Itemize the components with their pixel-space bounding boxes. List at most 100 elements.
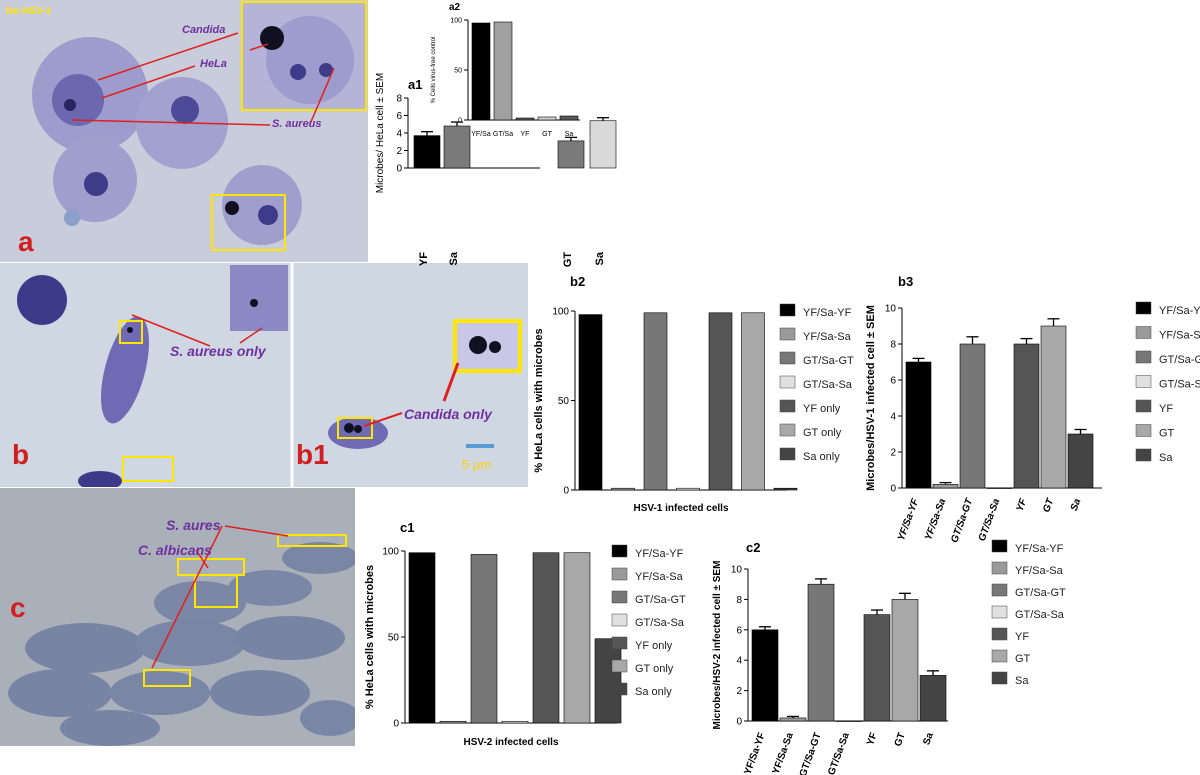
legend-label-c2: GT/Sa-GT <box>1015 587 1066 599</box>
micrograph-a-image <box>0 0 368 262</box>
legend-swatch-b3 <box>1135 350 1152 364</box>
legend-label-c1: GT/Sa-Sa <box>635 617 685 629</box>
legend-swatch-b2 <box>779 327 796 341</box>
y-tick-label: 100 <box>450 17 462 24</box>
bar-b2-5 <box>741 312 765 491</box>
legend-swatch-c2 <box>991 605 1008 619</box>
legend-label-b2: YF/Sa-YF <box>803 307 852 319</box>
bar-b3-2 <box>959 343 986 489</box>
legend-label-b3: YF/Sa-Sa <box>1159 330 1200 342</box>
chart-c2: c2 0 2 4 6 8 10 Microbes/HSV-2 infected cell ± … <box>712 539 1066 775</box>
bar-b2-6 <box>773 487 798 491</box>
x-tick-label-a1: Sa <box>594 251 606 265</box>
chart-title-a2: a2 <box>449 2 461 13</box>
legend-swatch-c2 <box>991 561 1008 575</box>
x-tick-label-a2: Sa <box>565 131 574 138</box>
legend-swatch-b3 <box>1135 448 1152 462</box>
x-tick-label-a1: Sa <box>448 251 460 265</box>
bar-a1-0 <box>413 135 441 169</box>
y-tick-label: 0 <box>736 717 742 728</box>
x-tick-label-b3: YF/Sa-YF <box>896 496 922 542</box>
y-tick-label: 100 <box>552 307 569 318</box>
micrograph-a-corner-text: No HSV-1 <box>6 6 52 17</box>
legend-label-b3: GT/Sa-Sa <box>1159 379 1200 391</box>
y-tick-label: 2 <box>890 448 896 459</box>
bar-c1-4 <box>532 552 560 724</box>
y-tick-label: 0 <box>393 719 399 730</box>
y-tick-label: 6 <box>736 625 742 636</box>
bar-a2-0 <box>471 22 491 121</box>
x-tick-label-c2: Sa <box>921 731 936 747</box>
legend-label-b2: GT/Sa-GT <box>803 355 854 367</box>
legend-swatch-c1 <box>611 682 628 696</box>
bar-b3-0 <box>905 361 932 489</box>
y-tick-label: 6 <box>396 111 402 122</box>
x-axis-label-b2: HSV-1 infected cells <box>633 503 728 514</box>
x-tick-label-c2: YF/Sa-YF <box>742 731 767 775</box>
y-tick-label: 0 <box>563 486 569 497</box>
bar-c1-1 <box>439 720 467 724</box>
y-axis-label-a2: % Cells virus-free control <box>431 37 437 104</box>
bar-a1-1 <box>443 125 471 169</box>
y-tick-label: 4 <box>396 129 402 140</box>
legend-label-c2: YF/Sa-YF <box>1015 543 1064 555</box>
legend-swatch-c1 <box>611 567 628 581</box>
y-tick-label: 0 <box>458 117 462 124</box>
bar-a2-1 <box>493 21 513 121</box>
legend-label-c2: YF <box>1015 631 1029 643</box>
label-s-aures: S. aures <box>166 517 221 533</box>
bar-a2-2 <box>515 117 535 121</box>
legend-swatch-c2 <box>991 583 1008 597</box>
legend-label-c2: GT <box>1015 653 1031 665</box>
bar-a1-2 <box>557 140 585 169</box>
y-axis-label-c1: % HeLa cells with microbes <box>364 565 376 709</box>
x-tick-label-c2: YF <box>865 731 880 747</box>
y-axis-label-b3: Microbes/HSV-1 infected cell ± SEM <box>865 305 877 491</box>
chart-title-b2: b2 <box>570 274 585 289</box>
chart-title-c2: c2 <box>746 540 760 555</box>
legend-swatch-b3 <box>1135 399 1152 413</box>
y-tick-label: 8 <box>736 595 742 606</box>
legend-label-b3: YF/Sa-YF <box>1159 305 1200 317</box>
legend-swatch-b2 <box>779 375 796 389</box>
label-c-albicans: C. albicans <box>138 542 212 558</box>
legend-label-b2: YF/Sa-Sa <box>803 331 852 343</box>
legend-label-c1: YF/Sa-Sa <box>635 571 684 583</box>
chart-c1: c1 0 50 100 % HeLa cells with microbes HSV-2 … <box>364 520 686 748</box>
legend-label-b3: GT <box>1159 428 1175 440</box>
x-tick-label-c2: GT/Sa-Sa <box>826 731 852 775</box>
y-tick-label: 10 <box>885 304 897 315</box>
legend-swatch-b3 <box>1135 326 1152 339</box>
legend-label-c2: YF/Sa-Sa <box>1015 565 1064 577</box>
legend-swatch-c1 <box>611 636 628 650</box>
bar-c2-2 <box>807 583 835 722</box>
chart-b2: b2 0 50 100 % HeLa cells with microbes HSV-1 … <box>533 274 854 514</box>
micrograph-b: S. aureus only Candida only 5 μm b b1 <box>0 263 528 487</box>
x-tick-label-a1: GT <box>562 252 574 268</box>
y-axis-label-a1: Microbes/ HeLa cell ± SEM <box>375 73 386 194</box>
bar-b2-1 <box>611 487 635 491</box>
bar-c2-5 <box>891 599 919 722</box>
y-tick-label: 8 <box>890 340 896 351</box>
legend-swatch-b3 <box>1135 424 1152 437</box>
x-tick-label-a2: YF/Sa <box>471 131 491 138</box>
legend-label-b3: GT/Sa-GT <box>1159 354 1200 366</box>
bar-b2-4 <box>708 312 733 491</box>
x-tick-label-b3: YF <box>1015 496 1030 513</box>
x-tick-label-a2: GT <box>542 131 552 138</box>
label-s-aureus-only: S. aureus only <box>170 343 266 359</box>
label-candida: Candida <box>182 24 226 36</box>
bar-c2-4 <box>863 614 891 722</box>
legend-label-c1: GT/Sa-GT <box>635 594 686 606</box>
bar-c2-3 <box>835 720 863 722</box>
legend-swatch-c2 <box>991 649 1008 663</box>
bar-c2-6 <box>919 675 947 722</box>
legend-swatch-b3 <box>1135 375 1152 388</box>
legend-label-c1: GT only <box>635 663 674 675</box>
bar-a2-4 <box>559 115 579 121</box>
bar-b3-3 <box>986 487 1013 489</box>
y-tick-label: 2 <box>396 146 402 157</box>
x-tick-label-c2: GT <box>893 731 908 748</box>
y-axis-label-c2: Microbes/HSV-2 infected cell ± SEM <box>712 561 723 730</box>
